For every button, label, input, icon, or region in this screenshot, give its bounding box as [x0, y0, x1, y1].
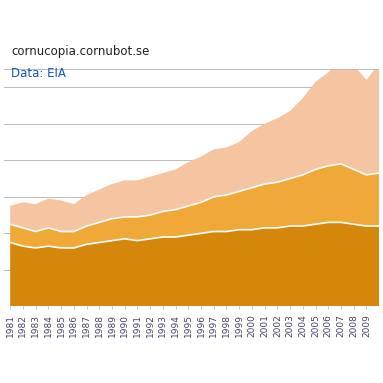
Text: Data: EIA: Data: EIA — [11, 67, 66, 80]
Text: cornucopia.cornubot.se: cornucopia.cornubot.se — [11, 45, 150, 58]
